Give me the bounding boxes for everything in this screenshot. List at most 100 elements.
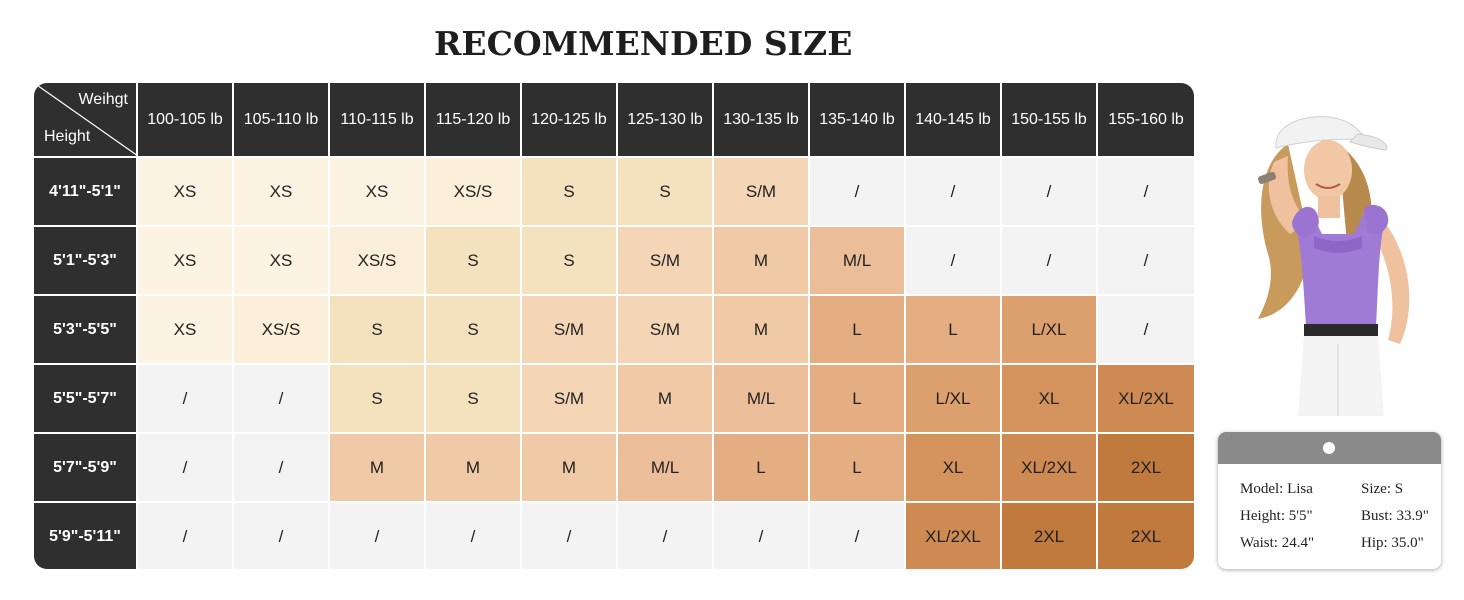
weight-header: 155-160 lb xyxy=(1098,83,1194,158)
weight-header-row: Weihgt Height 100-105 lb 105-110 lb 110-11… xyxy=(34,83,1194,158)
size-cell: L xyxy=(810,296,906,365)
size-cell: S xyxy=(522,158,618,227)
height-range-label: 5'3"-5'5" xyxy=(34,296,138,365)
size-cell: S xyxy=(522,227,618,296)
size-cell: L xyxy=(810,434,906,503)
size-cell: M/L xyxy=(810,227,906,296)
height-axis-label: Height xyxy=(44,128,91,145)
size-cell: S/M xyxy=(522,365,618,434)
weight-header: 105-110 lb xyxy=(234,83,330,158)
size-cell: S xyxy=(426,227,522,296)
table-row: 5'5"-5'7" / / S S S/M M M/L L L/XL XL XL/2XL xyxy=(34,365,1194,434)
height-range-label: 4'11"-5'1" xyxy=(34,158,138,227)
size-cell: XS/S xyxy=(426,158,522,227)
model-waist: Waist: 24.4" xyxy=(1240,535,1315,551)
weight-axis-label: Weihgt xyxy=(78,91,128,108)
size-cell: / xyxy=(1098,158,1194,227)
corner-cell: Weihgt Height xyxy=(34,83,138,158)
size-cell: / xyxy=(138,434,234,503)
size-cell: S xyxy=(618,158,714,227)
size-cell: S/M xyxy=(522,296,618,365)
size-cell: XS xyxy=(138,227,234,296)
size-cell: L/XL xyxy=(906,365,1002,434)
model-name: Model: Lisa xyxy=(1240,481,1313,497)
size-cell: L xyxy=(906,296,1002,365)
size-cell: / xyxy=(810,503,906,569)
size-cell: S xyxy=(330,296,426,365)
weight-header: 140-145 lb xyxy=(906,83,1002,158)
size-table-body: 4'11"-5'1" XS XS XS XS/S S S S/M / / //5'1"-5'3" XS… xyxy=(34,158,1194,569)
weight-header: 115-120 lb xyxy=(426,83,522,158)
size-cell: M xyxy=(330,434,426,503)
size-cell: XL/2XL xyxy=(1098,365,1194,434)
size-cell: 2XL xyxy=(1098,503,1194,569)
size-cell: / xyxy=(714,503,810,569)
page-title: RECOMMENDED SIZE xyxy=(434,24,853,63)
size-cell: XS xyxy=(138,158,234,227)
size-cell: 2XL xyxy=(1098,434,1194,503)
size-cell: / xyxy=(906,227,1002,296)
size-cell: 2XL xyxy=(1002,503,1098,569)
size-cell: XS/S xyxy=(330,227,426,296)
size-cell: XS/S xyxy=(234,296,330,365)
model-bust: Bust: 33.9" xyxy=(1361,508,1429,524)
size-cell: / xyxy=(1098,227,1194,296)
weight-header: 120-125 lb xyxy=(522,83,618,158)
size-cell: M/L xyxy=(618,434,714,503)
table-row: 5'3"-5'5" XS XS/S S S S/M S/M M L L L/XL / xyxy=(34,296,1194,365)
weight-header: 130-135 lb xyxy=(714,83,810,158)
table-row: 5'7"-5'9" / / M M M M/L L L XL XL/2XL 2XL xyxy=(34,434,1194,503)
size-cell: M xyxy=(714,227,810,296)
size-cell: / xyxy=(1098,296,1194,365)
size-cell: S/M xyxy=(618,296,714,365)
table-row: 5'9"-5'11" / / / / / / / / XL/2XL 2XL 2XL xyxy=(34,503,1194,569)
height-range-label: 5'7"-5'9" xyxy=(34,434,138,503)
size-cell: XL xyxy=(1002,365,1098,434)
size-cell: S xyxy=(426,365,522,434)
size-cell: / xyxy=(234,365,330,434)
tag-hole-icon xyxy=(1323,442,1335,454)
height-range-label: 5'9"-5'11" xyxy=(34,503,138,569)
size-cell: / xyxy=(330,503,426,569)
weight-header: 100-105 lb xyxy=(138,83,234,158)
size-cell: XS xyxy=(234,158,330,227)
size-cell: / xyxy=(426,503,522,569)
size-cell: / xyxy=(234,434,330,503)
model-photo xyxy=(1258,116,1410,416)
size-cell: M xyxy=(618,365,714,434)
weight-header: 135-140 lb xyxy=(810,83,906,158)
diagonal-divider xyxy=(34,83,138,156)
size-cell: M xyxy=(714,296,810,365)
model-info-card: Model: Lisa Size: S Height: 5'5" Bust: 3… xyxy=(1218,432,1441,569)
table-row: 4'11"-5'1" XS XS XS XS/S S S S/M / / / / xyxy=(34,158,1194,227)
model-size: Size: S xyxy=(1361,481,1404,497)
weight-header: 150-155 lb xyxy=(1002,83,1098,158)
size-cell: / xyxy=(1002,227,1098,296)
size-cell: M xyxy=(426,434,522,503)
size-table: Weihgt Height 100-105 lb 105-110 lb 110-11… xyxy=(34,83,1194,569)
size-cell: XL/2XL xyxy=(906,503,1002,569)
size-cell: XS xyxy=(330,158,426,227)
size-cell: XL xyxy=(906,434,1002,503)
weight-header: 125-130 lb xyxy=(618,83,714,158)
size-cell: / xyxy=(138,503,234,569)
size-cell: S xyxy=(330,365,426,434)
size-cell: / xyxy=(234,503,330,569)
size-cell: S/M xyxy=(618,227,714,296)
size-chart: Weihgt Height 100-105 lb 105-110 lb 110-11… xyxy=(34,83,1194,569)
model-height: Height: 5'5" xyxy=(1240,508,1313,524)
tag-header xyxy=(1218,432,1441,464)
size-cell: L/XL xyxy=(1002,296,1098,365)
size-cell: / xyxy=(1002,158,1098,227)
size-cell: S xyxy=(426,296,522,365)
table-row: 5'1"-5'3" XS XS XS/S S S S/M M M/L / / / xyxy=(34,227,1194,296)
height-range-label: 5'1"-5'3" xyxy=(34,227,138,296)
size-cell: M/L xyxy=(714,365,810,434)
size-cell: M xyxy=(522,434,618,503)
height-range-label: 5'5"-5'7" xyxy=(34,365,138,434)
size-cell: / xyxy=(138,365,234,434)
size-cell: / xyxy=(810,158,906,227)
size-cell: / xyxy=(906,158,1002,227)
size-cell: L xyxy=(714,434,810,503)
size-cell: XS xyxy=(138,296,234,365)
